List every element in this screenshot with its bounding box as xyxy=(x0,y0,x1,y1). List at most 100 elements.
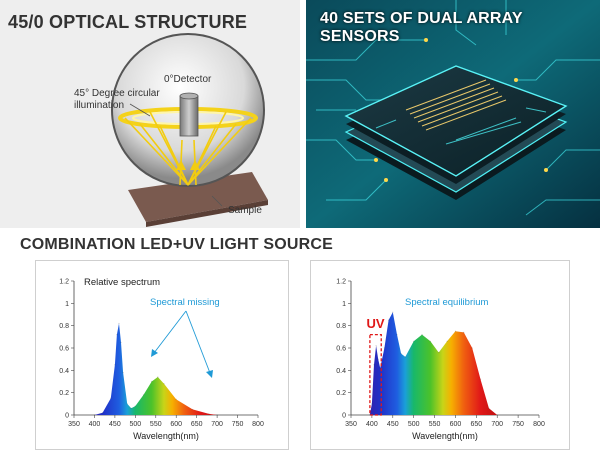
combination-light-title: COMBINATION LED+UV LIGHT SOURCE xyxy=(20,236,334,253)
x-tick-label: 500 xyxy=(408,421,420,428)
x-tick-label: 450 xyxy=(109,421,121,428)
illumination-label-line2: illumination xyxy=(74,100,124,111)
chart-svg-spectrum-equilibrium: 350 400 450 500 550 600 650 700 750 800 0 0.2 0.4 0.6… xyxy=(336,279,545,442)
spectrum-point xyxy=(496,414,498,416)
x-tick-label: 350 xyxy=(345,421,357,428)
detector-label: 0°Detector xyxy=(164,74,212,85)
y-tick-label: 1.2 xyxy=(336,279,346,286)
spectrum-point xyxy=(383,347,386,349)
spectrum-point xyxy=(175,398,177,400)
spectrum-point xyxy=(157,376,159,378)
x-tick-label: 700 xyxy=(491,421,503,428)
spectrum-point xyxy=(116,334,118,336)
x-tick-label: 600 xyxy=(450,421,462,428)
sample-label: Sample xyxy=(228,205,262,216)
optical-structure-diagram: 0°Detector 45° Degree circular illuminat… xyxy=(74,33,268,227)
spectrum-point xyxy=(126,403,128,405)
y-tick-label: 0 xyxy=(342,413,346,420)
x-tick-label: 400 xyxy=(89,421,101,428)
spectrum-point xyxy=(446,340,448,342)
x-tick-label: 650 xyxy=(470,421,482,428)
spectrum-point xyxy=(438,351,440,354)
x-tick-label: 800 xyxy=(252,421,264,428)
y-tick-label: 0.6 xyxy=(336,346,346,353)
spectrum-area xyxy=(94,323,218,415)
spectrum-point xyxy=(400,352,402,355)
spectrum-point xyxy=(471,347,473,349)
spectrum-point xyxy=(421,334,423,336)
spectrum-point xyxy=(110,397,112,399)
spectrum-point xyxy=(454,330,457,332)
spectrum-point xyxy=(392,311,394,313)
x-tick-label: 800 xyxy=(533,421,545,428)
spectrum-point xyxy=(122,371,124,374)
spectrum-area xyxy=(369,312,498,415)
spectrum-point xyxy=(216,414,218,416)
uv-highlight-box xyxy=(369,333,382,416)
uv-label: UV xyxy=(367,316,385,331)
x-tick-label: 350 xyxy=(68,421,80,428)
y-tick-label: 0.6 xyxy=(59,346,69,353)
chart-svg-spectrum-missing: 350 400 450 500 550 600 650 700 750 800 0 0.2 0.4 0.6… xyxy=(59,277,264,441)
spectrum-point xyxy=(130,407,132,409)
y-tick-label: 0.8 xyxy=(59,323,69,330)
light-rays xyxy=(124,111,252,186)
x-tick-label: 550 xyxy=(150,421,162,428)
spectrum-point xyxy=(371,403,373,405)
spectrum-point xyxy=(488,407,490,409)
chip-body xyxy=(344,65,568,177)
chart-annotation: Spectral missing xyxy=(150,297,220,308)
spectrum-point xyxy=(377,358,379,360)
spectrum-point xyxy=(93,414,96,416)
spectrum-point xyxy=(479,378,482,380)
y-tick-label: 0.4 xyxy=(336,368,346,375)
optical-structure-title: 45/0 OPTICAL STRUCTURE xyxy=(8,12,248,32)
spectrum-point xyxy=(118,322,120,325)
spectrum-point xyxy=(163,383,165,385)
x-tick-label: 750 xyxy=(512,421,524,428)
x-tick-label: 500 xyxy=(129,421,141,428)
y-tick-label: 0.2 xyxy=(59,390,69,397)
x-tick-label: 600 xyxy=(170,421,182,428)
sensor-chip-illustration xyxy=(306,0,600,228)
x-tick-label: 650 xyxy=(191,421,203,428)
spectrum-point xyxy=(134,405,136,407)
x-tick-label: 700 xyxy=(211,421,223,428)
illumination-label-line1: 45° Degree circular xyxy=(74,88,160,99)
y-tick-label: 0 xyxy=(65,413,69,420)
y-tick-label: 0.2 xyxy=(336,390,346,397)
sensor-array-title: 40 SETS OF DUAL ARRAY SENSORS xyxy=(320,10,523,45)
optical-structure-panel: 45/0 OPTICAL STRUCTURE xyxy=(0,0,300,228)
y-tick-label: 1 xyxy=(65,301,69,308)
y-tick-label: 0.4 xyxy=(59,368,69,375)
spectrum-point xyxy=(114,364,116,366)
sample-plate xyxy=(128,172,268,222)
spectrum-point xyxy=(373,364,375,366)
x-tick-label: 450 xyxy=(387,421,399,428)
y-tick-label: 1.2 xyxy=(59,279,69,286)
spectrum-point xyxy=(404,356,406,358)
x-tick-label: 400 xyxy=(366,421,378,428)
y-tick-label: 1 xyxy=(342,301,346,308)
spectrum-point xyxy=(191,408,194,411)
spectrum-point xyxy=(429,340,431,342)
y-tick-label: 0.8 xyxy=(336,323,346,330)
spectrum-point xyxy=(375,345,377,347)
spectrum-point xyxy=(463,331,465,333)
spectrum-point xyxy=(379,367,381,369)
spectrum-point xyxy=(151,380,153,383)
detector-icon xyxy=(179,95,199,137)
spectrum-point xyxy=(102,412,104,414)
balanced-spectrum-chart: 350 400 450 500 550 600 650 700 750 800 0 0.2 0.4 0.6… xyxy=(310,260,570,450)
spectrum-point xyxy=(396,334,398,336)
x-axis-label: Wavelength(nm) xyxy=(133,431,199,441)
annotation-arrows xyxy=(151,310,213,378)
x-tick-label: 750 xyxy=(232,421,244,428)
spectrum-point xyxy=(120,341,122,344)
spectrum-point xyxy=(413,340,415,342)
chart-annotation: Spectral equilibrium xyxy=(405,297,489,308)
spectrum-point xyxy=(388,319,390,321)
relative-spectrum-chart: 350 400 450 500 550 600 650 700 750 800 0 0.2 0.4 0.6… xyxy=(35,260,289,450)
spectrum-point xyxy=(142,394,145,396)
sensor-array-panel: 40 SETS OF DUAL ARRAY SENSORS xyxy=(306,0,600,228)
